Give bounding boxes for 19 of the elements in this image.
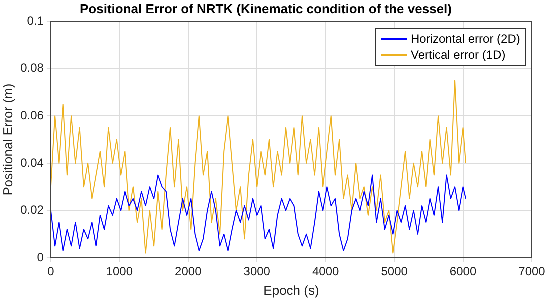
x-tick-label: 3000 — [244, 264, 271, 279]
x-tick-label: 4000 — [312, 264, 340, 279]
chart-title: Positional Error of NRTK (Kinematic condition of the vessel) — [80, 1, 452, 16]
y-tick-label: 0 — [37, 250, 44, 264]
y-axis-title: Positional Error (m) — [0, 84, 16, 196]
x-tick-label: 7000 — [518, 264, 546, 279]
y-tick-label: 0.08 — [20, 61, 44, 76]
y-tick-label: 0.06 — [20, 108, 44, 122]
y-tick-label: 0.04 — [20, 156, 44, 170]
legend-label: Vertical error (1D) — [411, 46, 506, 63]
y-tick-label: 0.1 — [27, 14, 44, 28]
x-tick-label: 6000 — [450, 264, 477, 279]
x-tick-label: 2000 — [175, 264, 202, 279]
y-tick-label: 0.02 — [20, 203, 44, 218]
x-axis-title: Epoch (s) — [264, 282, 320, 298]
x-tick-label: 1000 — [106, 264, 134, 279]
legend-label: Horizontal error (2D) — [411, 30, 520, 47]
x-tick-label: 5000 — [381, 264, 408, 279]
x-tick-label: 0 — [48, 264, 55, 279]
